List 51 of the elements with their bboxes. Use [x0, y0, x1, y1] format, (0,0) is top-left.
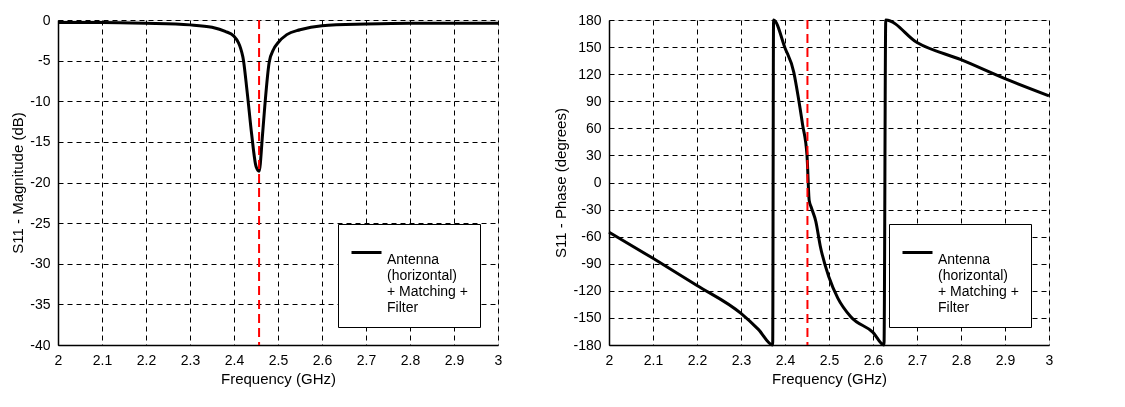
x-tick-label: 2.5: [819, 351, 840, 368]
y-tick-label: 0: [42, 11, 51, 28]
y-tick-label: -150: [573, 309, 602, 326]
x-tick-label: 2.9: [995, 351, 1016, 368]
legend-label: Antenna (horizontal) + Matching + Filter: [387, 250, 468, 315]
y-tick-label: -25: [30, 214, 51, 231]
y-tick-label: 30: [585, 146, 602, 163]
x-tick-label: 2.5: [268, 351, 289, 368]
y-tick-label: -90: [581, 255, 602, 272]
y-tick-label: 120: [578, 65, 602, 82]
y-tick-label: 60: [585, 119, 602, 136]
line-series: [607, 18, 1051, 347]
x-tick-label: 2.7: [356, 351, 377, 368]
y-tick-label: 90: [585, 92, 602, 109]
y-tick-label: -40: [30, 336, 51, 353]
y-tick-label: -15: [30, 133, 51, 150]
y-tick-label: -30: [581, 201, 602, 218]
y-tick-label: -120: [573, 282, 602, 299]
y-tick-label: -20: [30, 174, 51, 190]
x-tick-label: 2.4: [775, 351, 796, 368]
y-tick-label: -35: [30, 295, 51, 312]
x-tick-label: 2.8: [400, 351, 421, 368]
x-tick-label: 2.3: [180, 351, 201, 368]
x-tick-label: 2.3: [731, 351, 752, 368]
x-tick-label: 3: [494, 351, 503, 368]
y-tick-label: 150: [578, 38, 602, 55]
y-tick-label: 0: [593, 174, 602, 190]
y-axis-title: S11 - Magnitude (dB): [9, 112, 27, 254]
y-tick-label: -10: [30, 92, 51, 109]
x-tick-label: 2.7: [907, 351, 928, 368]
x-tick-label: 3: [1045, 351, 1054, 368]
y-tick-label: -60: [581, 228, 602, 245]
x-tick-label: 2.4: [224, 351, 245, 368]
x-tick-label: 2.6: [312, 351, 333, 368]
x-axis-title: Frequency (GHz): [771, 369, 888, 387]
y-axis-title: S11 - Phase (degrees): [552, 108, 570, 258]
x-axis-title: Frequency (GHz): [220, 369, 337, 387]
x-tick-label: 2.2: [687, 351, 708, 368]
y-tick-label: -30: [30, 255, 51, 272]
legend-label: Antenna (horizontal) + Matching + Filter: [938, 250, 1019, 315]
x-tick-label: 2.1: [643, 351, 664, 368]
x-tick-label: 2: [605, 351, 614, 368]
x-tick-label: 2.8: [951, 351, 972, 368]
x-tick-label: 2.6: [863, 351, 884, 368]
x-tick-label: 2: [54, 351, 63, 368]
y-tick-label: 180: [578, 11, 602, 28]
x-tick-label: 2.2: [136, 351, 157, 368]
y-tick-label: -5: [38, 52, 51, 69]
y-tick-label: -180: [573, 336, 602, 353]
x-tick-label: 2.9: [444, 351, 465, 368]
x-tick-label: 2.1: [92, 351, 113, 368]
